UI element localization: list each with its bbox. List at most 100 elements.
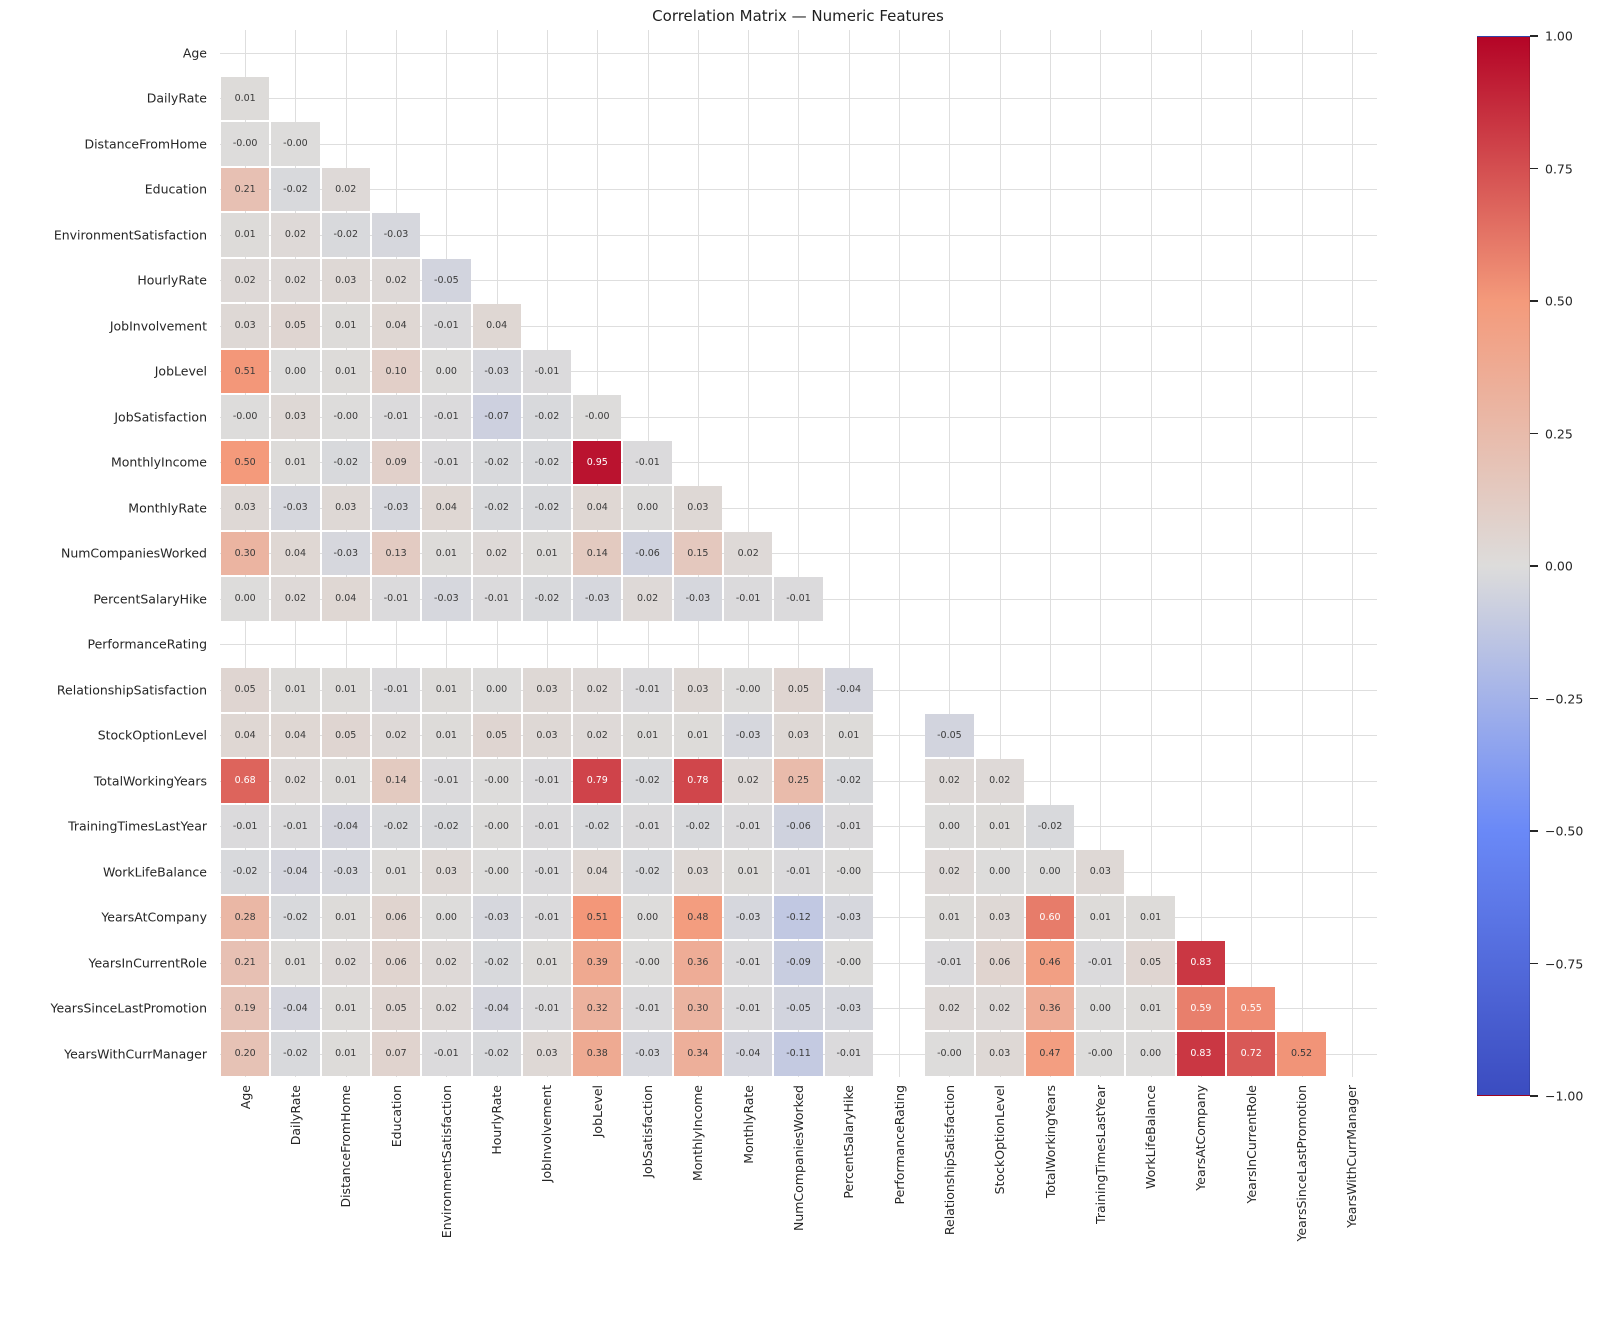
cell-value: -0.04 [735, 1048, 761, 1060]
cell-value: -0.03 [735, 911, 761, 923]
heatmap-cell: -0.02 [824, 759, 873, 803]
y-axis-label: WorkLifeBalance [102, 864, 207, 880]
cell-value: 0.01 [838, 729, 860, 741]
cell-value: 0.04 [486, 320, 508, 332]
heatmap-cell: -0.06 [774, 804, 823, 848]
heatmap-cell: 0.48 [673, 895, 723, 939]
cell-value: 0.05 [787, 684, 810, 696]
heatmap-cell: 0.68 [221, 759, 270, 803]
heatmap-cell: 0.01 [422, 668, 471, 712]
colorbar-tick-label: −0.50 [1545, 823, 1584, 839]
cell-value: 0.13 [385, 547, 407, 559]
cell-value: 0.20 [234, 1048, 256, 1060]
cell-value: 0.10 [385, 365, 407, 377]
cell-value: 0.00 [1039, 866, 1061, 878]
cell-value: -0.00 [484, 775, 509, 787]
grid-line-vertical [1351, 30, 1353, 1077]
heatmap-cell: 0.05 [321, 713, 370, 757]
cell-value: 0.00 [486, 684, 508, 696]
heatmap-cell: -0.00 [623, 941, 672, 985]
cell-value: 0.00 [989, 866, 1011, 878]
cell-value: 0.01 [1089, 911, 1111, 923]
cell-value: 0.02 [385, 729, 407, 741]
cell-value: 0.01 [536, 957, 558, 969]
cell-value: 0.14 [586, 547, 608, 559]
cell-value: -0.00 [484, 820, 509, 832]
heatmap-cell: -0.01 [724, 577, 773, 621]
y-axis-label: PercentSalaryHike [93, 591, 207, 607]
cell-value: 0.02 [435, 1002, 457, 1014]
heatmap-cell: 0.05 [472, 713, 521, 757]
cell-value: 0.01 [385, 866, 407, 878]
cell-value: 0.02 [737, 775, 759, 787]
cell-value: 0.25 [787, 775, 810, 787]
heatmap-cell: -0.03 [271, 486, 320, 530]
heatmap-cell: -0.03 [422, 577, 471, 621]
cell-value: -0.02 [685, 820, 711, 832]
cell-value: 0.21 [234, 183, 256, 195]
heatmap-cell: 0.04 [221, 713, 270, 757]
heatmap-cell: 0.01 [321, 349, 370, 393]
y-axis-label: MonthlyIncome [110, 454, 207, 470]
heatmap-cell: -0.02 [321, 213, 370, 257]
heatmap-cell: -0.03 [472, 349, 521, 393]
heatmap-cell: 0.01 [522, 941, 572, 985]
y-axis-label: DistanceFromHome [84, 136, 207, 152]
heatmap-cell: -0.02 [623, 759, 672, 803]
heatmap-cell: 0.02 [422, 941, 471, 985]
cell-value: -0.00 [836, 866, 862, 878]
cell-value: 0.51 [586, 911, 608, 923]
cell-value: 0.09 [385, 456, 407, 468]
grid-line-horizontal [220, 553, 1377, 555]
y-axis-label: YearsAtCompany [101, 909, 207, 925]
heatmap-cell: 0.25 [774, 759, 823, 803]
cell-value: -0.01 [434, 411, 459, 423]
cell-value: 0.01 [536, 547, 558, 559]
grid-line-vertical [1100, 30, 1102, 1077]
cell-value: -0.00 [584, 411, 610, 423]
colorbar-tick-label: 0.25 [1545, 426, 1573, 441]
cell-value: 0.06 [989, 957, 1011, 969]
cell-value: -0.02 [232, 866, 258, 878]
heatmap-cell: 0.04 [422, 486, 471, 530]
heatmap-cell: 0.02 [623, 577, 672, 621]
cell-value: 0.00 [234, 593, 256, 605]
heatmap-cell: -0.02 [472, 486, 521, 530]
heatmap-cell: 0.05 [221, 668, 270, 712]
heatmap-cell: -0.01 [623, 986, 672, 1030]
cell-value: -0.02 [635, 866, 660, 878]
heatmap-cell: 0.01 [221, 213, 270, 257]
colorbar-gradient [1477, 36, 1530, 1096]
heatmap-cell: -0.01 [1076, 941, 1125, 985]
heatmap-cell: -0.06 [623, 531, 672, 575]
cell-value: 0.19 [234, 1002, 256, 1014]
cell-value: -0.09 [786, 957, 811, 969]
heatmap-cell: -0.03 [371, 486, 421, 530]
cell-value: 0.60 [1039, 911, 1061, 923]
heatmap-cell: -0.01 [472, 577, 521, 621]
x-axis-label: JobInvolvement [539, 1084, 555, 1182]
heatmap-cell: 0.05 [1126, 941, 1175, 985]
heatmap-cell: 0.02 [371, 258, 421, 302]
heatmap-cell: 0.01 [1126, 895, 1175, 939]
cell-value: 0.05 [284, 320, 307, 332]
cell-value: -0.01 [383, 593, 409, 605]
x-axis-label: NumCompaniesWorked [790, 1084, 806, 1231]
heatmap-cell: -0.05 [774, 986, 823, 1030]
heatmap-cell: 0.51 [221, 349, 270, 393]
heatmap-cell: -0.01 [623, 804, 672, 848]
x-axis-label: MonthlyRate [740, 1084, 756, 1164]
heatmap-cell: -0.01 [422, 1032, 471, 1076]
cell-value: -0.05 [434, 274, 459, 286]
y-axis-label: Age [182, 45, 207, 61]
heatmap-cell: 0.04 [472, 304, 521, 348]
cell-value: 0.03 [687, 502, 709, 514]
heatmap-cell: 0.02 [975, 986, 1024, 1030]
heatmap-cell: 0.38 [573, 1032, 622, 1076]
cell-value: 0.03 [536, 684, 558, 696]
heatmap-cell: 0.01 [321, 304, 370, 348]
cell-value: 0.02 [335, 183, 357, 195]
heatmap-cell: 0.00 [623, 486, 672, 530]
y-axis-label: MonthlyRate [128, 500, 207, 516]
